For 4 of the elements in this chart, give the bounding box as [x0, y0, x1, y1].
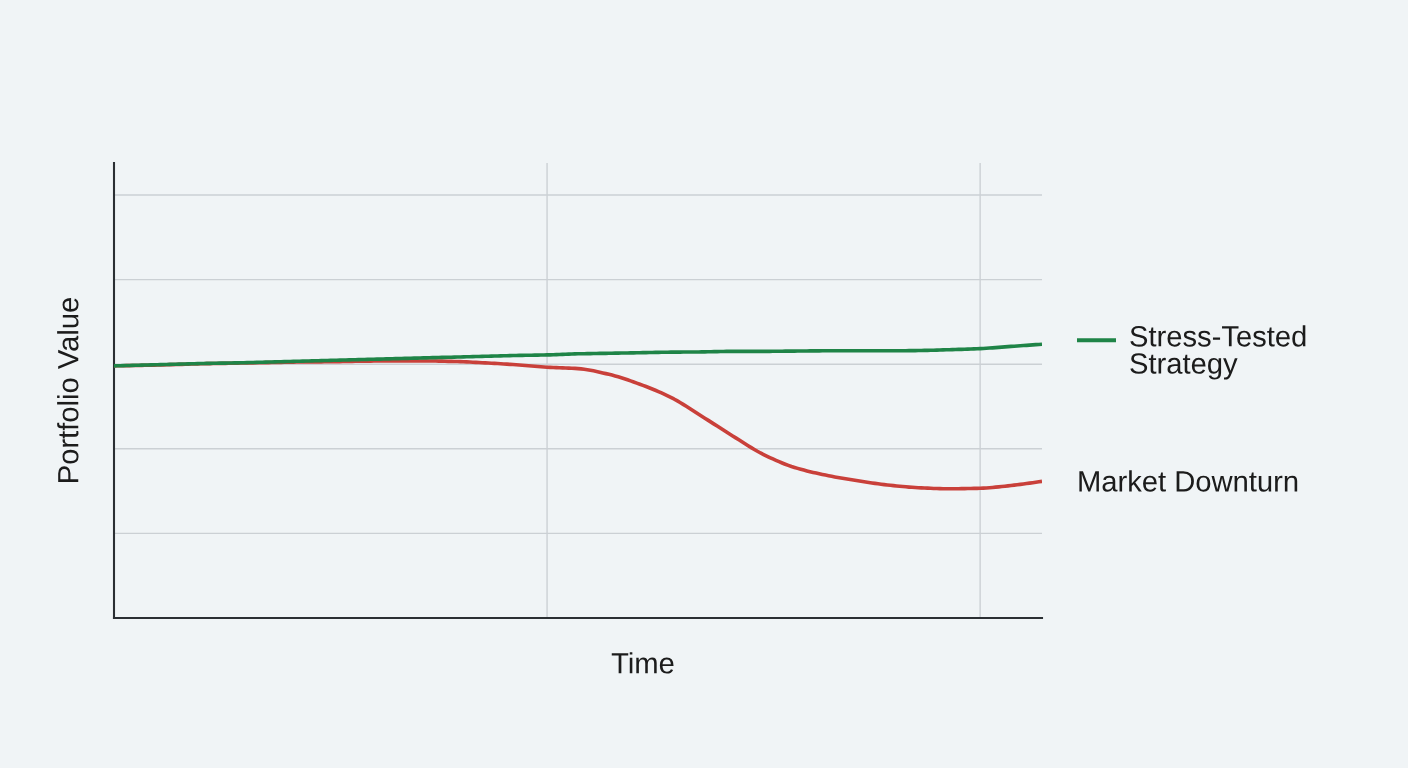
- legend-label: Stress-Tested Strategy: [1130, 325, 1306, 380]
- x-axis-title: Time: [611, 652, 674, 674]
- y-axis-title: Portfolio Value: [57, 298, 79, 482]
- series-label: Market Downturn: [1079, 470, 1298, 492]
